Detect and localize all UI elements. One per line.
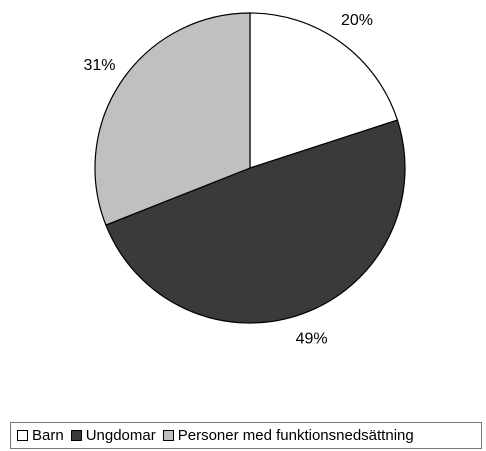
legend-label: Ungdomar bbox=[85, 427, 156, 444]
legend: Barn Ungdomar Personer med funktionsnedsät… bbox=[10, 422, 482, 449]
legend-swatch bbox=[70, 430, 82, 441]
pie-slice bbox=[249, 12, 399, 169]
legend-item: Barn bbox=[17, 427, 64, 444]
pie-slice bbox=[94, 12, 251, 226]
legend-label: Barn bbox=[32, 427, 64, 444]
data-label: 49% bbox=[296, 330, 328, 347]
chart: 20% 49% 31% bbox=[83, 12, 406, 347]
data-label: 20% bbox=[341, 12, 373, 29]
pie-slice bbox=[105, 119, 406, 324]
legend-swatch bbox=[17, 430, 28, 441]
legend-item: Personer med funktionsnedsättning bbox=[162, 427, 414, 444]
legend-label: Personer med funktionsnedsättning bbox=[177, 427, 414, 444]
data-label: 31% bbox=[83, 57, 115, 74]
legend-item: Ungdomar bbox=[70, 427, 156, 444]
legend-swatch bbox=[162, 430, 174, 441]
